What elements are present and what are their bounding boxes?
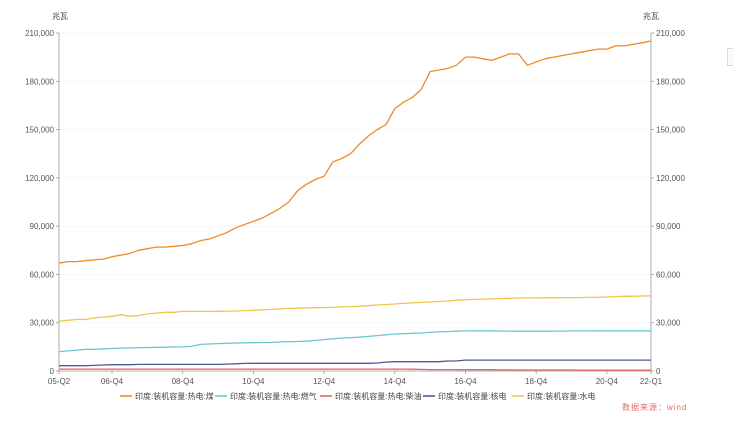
grid-lines <box>59 32 651 324</box>
y-axis-unit-left: 兆瓦 <box>52 11 68 21</box>
y-tick-label-right: 30,000 <box>656 319 681 328</box>
x-tick-label: 12-Q4 <box>313 377 336 386</box>
x-tick-label: 10-Q4 <box>242 377 265 386</box>
y-tick-label-right: 0 <box>656 367 661 376</box>
legend-label-3: 印度:装机容量:热电:柴油 <box>335 391 422 401</box>
legend-label-1: 印度:装机容量:热电:煤 <box>135 391 214 401</box>
x-tick-label: 18-Q4 <box>525 377 548 386</box>
y-axis-right-ticks: 0 30,000 60,000 90,000 120,000 150,000 180,000… <box>651 29 685 376</box>
y-tick-label-right: 180,000 <box>656 77 685 86</box>
y-tick-label-right: 90,000 <box>656 222 681 231</box>
series-line-4 <box>59 359 651 367</box>
x-tick-label: 22-Q1 <box>640 377 663 386</box>
x-tick-label: 20-Q4 <box>596 377 619 386</box>
y-tick-label-right: 210,000 <box>656 29 685 38</box>
series-lines <box>58 40 652 371</box>
series-line-3 <box>59 368 651 371</box>
legend-label-4: 印度:装机容量:核电 <box>438 391 506 401</box>
legend-label-5: 印度:装机容量:水电 <box>527 391 595 401</box>
y-tick-label-left: 90,000 <box>30 222 55 231</box>
x-tick-label: 05-Q2 <box>48 377 71 386</box>
y-tick-label-right: 60,000 <box>656 270 681 279</box>
y-tick-label-left: 60,000 <box>30 270 55 279</box>
x-tick-label: 06-Q4 <box>101 377 124 386</box>
y-tick-label-left: 210,000 <box>25 29 54 38</box>
y-axis-left-ticks: 0 30,000 60,000 90,000 120,000 150,000 180,000… <box>25 29 59 376</box>
legend: 印度:装机容量:热电:煤 印度:装机容量:热电:燃气 印度:装机容量:热电:柴油 印度… <box>120 391 595 401</box>
x-tick-label: 08-Q4 <box>172 377 195 386</box>
series-line-5 <box>58 295 652 322</box>
side-panel-handle[interactable] <box>727 48 733 66</box>
y-axis-unit-right: 兆瓦 <box>643 11 659 21</box>
series-line-1 <box>58 40 652 264</box>
legend-label-2: 印度:装机容量:热电:燃气 <box>230 391 317 401</box>
y-tick-label-left: 120,000 <box>25 174 54 183</box>
x-tick-label: 14-Q4 <box>384 377 407 386</box>
series-line-2 <box>58 330 651 353</box>
y-tick-label-left: 180,000 <box>25 77 54 86</box>
axes <box>58 33 652 372</box>
x-axis-ticks: 05-Q2 06-Q4 08-Q4 10-Q4 12-Q4 14-Q4 16-Q4 18-Q4… <box>48 371 663 386</box>
y-tick-label-right: 150,000 <box>656 126 685 135</box>
y-tick-label-left: 150,000 <box>25 126 54 135</box>
y-tick-label-left: 30,000 <box>30 319 55 328</box>
y-tick-label-right: 120,000 <box>656 174 685 183</box>
x-tick-label: 16-Q4 <box>454 377 477 386</box>
watermark: 数据来源：wind <box>622 403 688 412</box>
y-tick-label-left: 0 <box>50 367 55 376</box>
